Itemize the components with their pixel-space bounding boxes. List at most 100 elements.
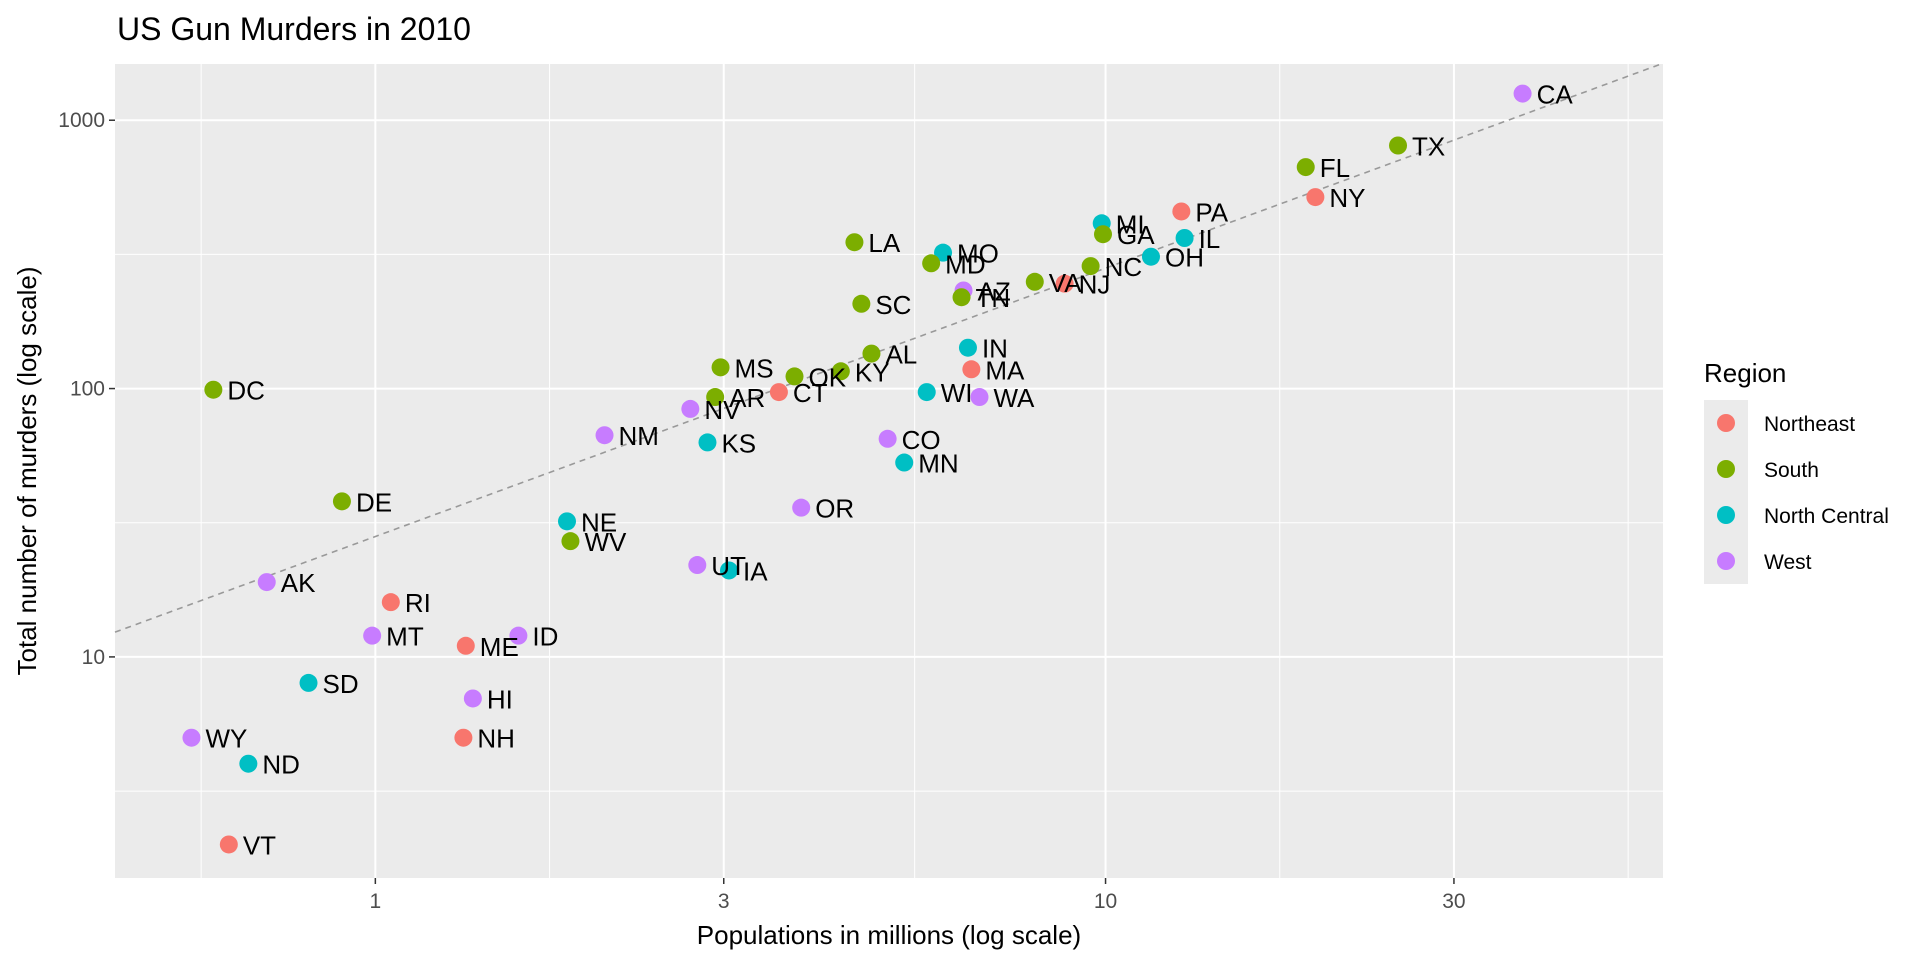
point-label-ca: CA <box>1537 80 1574 110</box>
legend-key-west <box>1717 552 1735 570</box>
y-axis-ticks: 10 100 1000 <box>58 109 115 669</box>
point-sc <box>852 294 871 313</box>
point-wv <box>561 532 580 551</box>
point-wa <box>970 388 989 407</box>
point-wi <box>917 383 936 402</box>
point-label-co: CO <box>902 425 941 455</box>
legend-key-south <box>1717 460 1735 478</box>
point-label-nh: NH <box>477 724 515 754</box>
data-points <box>182 84 1532 854</box>
point-label-id: ID <box>532 622 558 652</box>
point-label-ar: AR <box>729 383 765 413</box>
legend-label-west: West <box>1764 551 1812 574</box>
point-ca <box>1513 84 1532 103</box>
legend-key-north-central <box>1717 506 1735 524</box>
legend-label-northeast: Northeast <box>1764 413 1855 436</box>
point-label-de: DE <box>356 487 392 517</box>
point-ct <box>769 383 788 402</box>
point-la <box>845 233 864 252</box>
point-label-il: IL <box>1199 224 1221 254</box>
x-tick-label: 3 <box>718 890 730 913</box>
point-mo <box>934 243 953 262</box>
point-label-md: MD <box>945 249 985 279</box>
point-label-tn: TN <box>976 283 1011 313</box>
major-gridlines <box>115 64 1663 878</box>
point-label-mo: MO <box>957 239 999 269</box>
y-tick-label: 100 <box>70 378 105 401</box>
point-label-ma: MA <box>985 355 1025 385</box>
point-label-tx: TX <box>1412 132 1445 162</box>
point-al <box>862 344 881 363</box>
point-label-mt: MT <box>386 622 424 652</box>
point-label-al: AL <box>885 340 917 370</box>
point-label-wi: WI <box>941 378 973 408</box>
point-label-dc: DC <box>227 376 265 406</box>
point-label-va: VA <box>1049 268 1082 298</box>
point-label-nc: NC <box>1105 252 1143 282</box>
point-nj <box>1055 274 1074 293</box>
point-label-az: AZ <box>978 276 1011 306</box>
point-ut <box>688 556 707 575</box>
point-label-nm: NM <box>619 421 659 451</box>
y-axis-title: Total number of murders (log scale) <box>12 267 42 676</box>
legend-title: Region <box>1704 358 1786 388</box>
point-label-hi: HI <box>487 684 513 714</box>
point-label-vt: VT <box>243 830 276 860</box>
point-label-pa: PA <box>1195 197 1228 227</box>
legend: Region Northeast South North Central West <box>1704 358 1889 584</box>
point-label-ks: KS <box>721 428 756 458</box>
point-ks <box>698 433 717 452</box>
point-pa <box>1172 202 1191 221</box>
point-label-wy: WY <box>205 724 247 754</box>
point-label-la: LA <box>868 228 900 258</box>
point-label-mn: MN <box>918 449 958 479</box>
point-co <box>878 429 897 448</box>
point-sd <box>299 673 318 692</box>
legend-items: Northeast South North Central West <box>1717 413 1889 574</box>
point-va <box>1025 272 1044 291</box>
point-fl <box>1296 158 1315 177</box>
point-label-wa: WA <box>993 383 1035 413</box>
minor-gridlines <box>115 64 1663 878</box>
point-mn <box>895 453 914 472</box>
x-tick-label: 30 <box>1442 890 1465 913</box>
point-label-me: ME <box>480 632 519 662</box>
x-axis-ticks: 1 3 10 30 <box>370 878 1466 913</box>
point-label-sd: SD <box>323 669 359 699</box>
point-label-in: IN <box>982 334 1008 364</box>
point-label-mi: MI <box>1116 209 1145 239</box>
point-ar <box>706 388 725 407</box>
point-nv <box>681 399 700 418</box>
point-me <box>456 636 475 655</box>
point-label-ne: NE <box>581 507 617 537</box>
point-in <box>958 338 977 357</box>
point-ak <box>257 573 276 592</box>
x-tick-label: 10 <box>1094 890 1117 913</box>
point-label-oh: OH <box>1165 243 1204 273</box>
point-hi <box>463 689 482 708</box>
point-ok <box>785 367 804 386</box>
point-md <box>922 254 941 273</box>
point-label-fl: FL <box>1320 153 1350 183</box>
point-il <box>1175 228 1194 247</box>
legend-label-north-central: North Central <box>1764 505 1889 528</box>
point-label-ia: IA <box>743 556 768 586</box>
y-tick-label: 1000 <box>58 109 105 132</box>
point-oh <box>1141 247 1160 266</box>
point-nc <box>1081 257 1100 276</box>
point-mt <box>363 626 382 645</box>
point-nd <box>239 754 258 773</box>
y-tick-label: 10 <box>82 646 105 669</box>
point-label-ak: AK <box>281 568 316 598</box>
point-label-ny: NY <box>1329 183 1365 213</box>
point-label-nj: NJ <box>1079 270 1111 300</box>
point-nh <box>454 728 473 747</box>
point-id <box>509 626 528 645</box>
point-or <box>792 498 811 517</box>
point-ne <box>557 512 576 531</box>
x-axis-title: Populations in millions (log scale) <box>697 920 1081 950</box>
point-label-wv: WV <box>584 527 627 557</box>
point-label-nv: NV <box>704 395 741 425</box>
